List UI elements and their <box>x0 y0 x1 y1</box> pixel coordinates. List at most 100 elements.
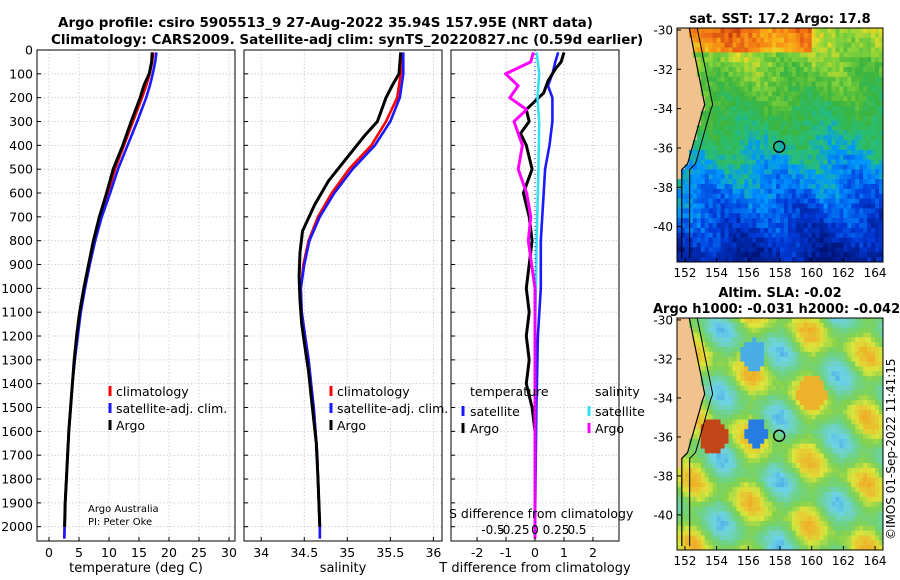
map-cell <box>851 337 856 343</box>
map-cell <box>760 530 765 537</box>
map-cell <box>847 380 852 387</box>
map-cell <box>863 125 868 131</box>
map-cell <box>871 227 876 234</box>
map-cell <box>879 32 883 39</box>
map-cell <box>799 501 805 508</box>
map-cell <box>704 174 710 180</box>
map-cell <box>827 356 833 363</box>
map-cell <box>811 28 817 34</box>
map-cell <box>776 213 781 219</box>
map-cell <box>732 496 738 503</box>
map-cell <box>764 342 769 348</box>
map-cell <box>748 237 753 244</box>
map-cell <box>748 371 753 377</box>
map-cell <box>811 545 817 550</box>
map-cell <box>764 487 769 493</box>
map-cell <box>677 327 682 334</box>
map-cell <box>776 223 781 229</box>
map-cell <box>851 385 856 392</box>
map-cell <box>700 318 706 324</box>
map-cell <box>708 52 714 58</box>
map-cell <box>843 140 848 146</box>
map-cell <box>799 227 805 234</box>
map-cell <box>783 42 789 49</box>
map-cell <box>708 193 714 200</box>
map-cell <box>764 125 769 131</box>
map-cell <box>791 115 797 122</box>
map-cell <box>776 521 781 527</box>
map-cell <box>875 198 880 205</box>
map-cell <box>859 472 864 479</box>
map-cell <box>863 351 868 358</box>
map-cell <box>752 545 757 550</box>
map-cell <box>776 409 781 416</box>
map-cell <box>688 81 694 88</box>
map-cell <box>875 213 880 219</box>
map-cell <box>776 52 781 58</box>
map-cell <box>863 179 868 185</box>
map-cell <box>677 257 682 262</box>
map-cell <box>859 86 864 92</box>
map-cell <box>827 318 833 324</box>
map-cell <box>839 424 844 430</box>
map-cell <box>811 125 817 131</box>
map-cell <box>716 149 722 156</box>
map-cell <box>815 390 821 396</box>
map-cell <box>736 110 741 117</box>
map-cell <box>740 184 745 190</box>
map-cell <box>716 511 722 517</box>
map-cell <box>780 91 785 97</box>
map-cell <box>855 516 860 522</box>
map-cell <box>867 32 872 39</box>
map-cell <box>677 47 682 53</box>
map-cell <box>776 332 781 338</box>
map-cell <box>764 174 769 180</box>
map-cell <box>871 213 876 219</box>
map-cell <box>772 193 777 200</box>
map-cell <box>863 149 868 156</box>
map-cell <box>867 257 872 262</box>
map-cell <box>692 530 698 537</box>
map-cell <box>708 516 714 522</box>
map-cell <box>716 332 722 338</box>
map-cell <box>839 376 844 382</box>
map-cell <box>875 96 880 102</box>
map-cell <box>847 405 852 411</box>
map-cell <box>847 327 852 334</box>
map-cell <box>680 32 686 39</box>
map-cell <box>756 62 761 68</box>
map-cell <box>760 223 765 229</box>
map-cell <box>708 76 714 83</box>
map-cell <box>688 42 694 49</box>
map-cell <box>712 193 718 200</box>
map-cell <box>839 237 844 244</box>
map-cell <box>835 342 841 348</box>
map-cell <box>764 467 769 474</box>
map-cell <box>708 535 714 541</box>
map-cell <box>732 193 738 200</box>
map-cell <box>823 42 829 49</box>
map-cell <box>787 193 793 200</box>
map-cell <box>879 145 883 151</box>
map-cell <box>807 376 813 382</box>
map-cell <box>787 76 793 83</box>
map-cell <box>863 247 868 253</box>
map-cell <box>680 405 686 411</box>
map-cell <box>863 327 868 334</box>
map-cell <box>740 125 745 131</box>
map-cell <box>867 169 872 175</box>
map-cell <box>823 356 829 363</box>
map-cell <box>728 227 734 234</box>
map-cell <box>764 400 769 406</box>
map-cell <box>815 482 821 488</box>
map-cell <box>692 32 698 39</box>
map-cell <box>728 327 734 334</box>
map-cell <box>839 71 844 78</box>
map-cell <box>827 380 833 387</box>
map-cell <box>819 193 825 200</box>
map-cell <box>688 179 694 185</box>
map-cell <box>732 347 738 353</box>
map-cell <box>847 125 852 131</box>
map-cell <box>728 535 734 541</box>
map-cell <box>704 140 710 146</box>
